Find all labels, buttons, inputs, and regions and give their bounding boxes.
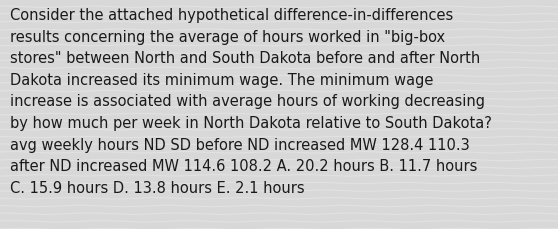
Text: Consider the attached hypothetical difference-in-differences
results concerning : Consider the attached hypothetical diffe…	[10, 8, 492, 195]
